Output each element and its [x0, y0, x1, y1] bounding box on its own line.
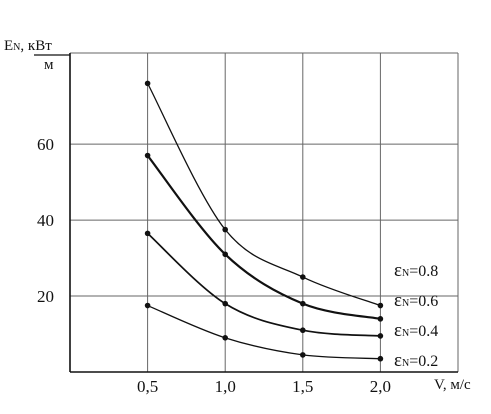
series-3-point-2 — [300, 352, 306, 358]
x-axis-label: V, м/с — [434, 377, 471, 393]
series-3-point-3 — [377, 355, 384, 362]
series-2-point-1 — [222, 300, 228, 307]
series-0-point-0 — [144, 80, 151, 87]
series-0-point-3 — [377, 302, 384, 309]
y-axis-label: EN, кВт — [4, 38, 52, 54]
series-0-point-2 — [300, 274, 306, 280]
y-tick-label-0: 20 — [37, 287, 54, 306]
series-3-point-1 — [222, 335, 228, 341]
tick-labels: 0,5 1,0 1,5 2,0 20 40 60 — [37, 135, 391, 396]
series-line-1 — [146, 154, 381, 320]
series-2-point-2 — [300, 327, 306, 334]
x-tick-label-0: 0,5 — [137, 377, 158, 396]
series-line-3 — [147, 304, 381, 360]
series-label-2-main: ε — [394, 320, 402, 341]
series-label-0-sub: N — [402, 268, 409, 279]
series-label-1: εN=0.6 — [394, 290, 438, 311]
series-1-point-0 — [144, 152, 151, 159]
series-label-1-rest: =0.6 — [409, 293, 438, 310]
series-label-1-sub: N — [402, 298, 409, 309]
series-label-0: εN=0.8 — [394, 260, 438, 281]
y-axis-label-denominator: м — [44, 57, 54, 73]
series-label-1-main: ε — [394, 290, 402, 311]
x-tick-label-3: 2,0 — [370, 377, 391, 396]
x-tick-label-2: 1,5 — [292, 377, 313, 396]
y-tick-label-2: 60 — [37, 135, 54, 154]
y-axis-label-main: E — [4, 38, 13, 54]
series-lines — [144, 80, 384, 362]
series-1-point-3 — [377, 316, 384, 322]
series-0-point-1 — [222, 226, 228, 233]
series-label-3-sub: N — [402, 358, 409, 369]
x-tick-label-1: 1,0 — [215, 377, 236, 396]
series-label-2-sub: N — [402, 328, 409, 339]
axes — [69, 53, 458, 373]
series-3-point-0 — [144, 302, 151, 309]
series-line-2 — [147, 232, 381, 337]
series-1-point-2 — [300, 300, 306, 307]
series-label-0-main: ε — [394, 260, 402, 281]
series-label-2-rest: =0.4 — [409, 323, 438, 340]
series-label-2: εN=0.4 — [394, 320, 438, 341]
series-line-0 — [147, 83, 381, 307]
series-2-point-3 — [377, 333, 384, 339]
y-axis-label-sub: N — [13, 42, 20, 53]
series-label-0-rest: =0.8 — [409, 263, 438, 280]
y-axis-label-rest: , кВт — [20, 38, 52, 54]
series-label-3-main: ε — [394, 350, 402, 371]
series-labels: εN=0.8εN=0.6εN=0.4εN=0.2 — [394, 260, 438, 371]
series-1-point-1 — [222, 251, 228, 258]
grid — [70, 52, 459, 372]
series-label-3-rest: =0.2 — [409, 353, 438, 370]
series-label-3: εN=0.2 — [394, 350, 438, 371]
y-tick-label-1: 40 — [37, 211, 54, 230]
series-2-point-0 — [144, 230, 151, 237]
